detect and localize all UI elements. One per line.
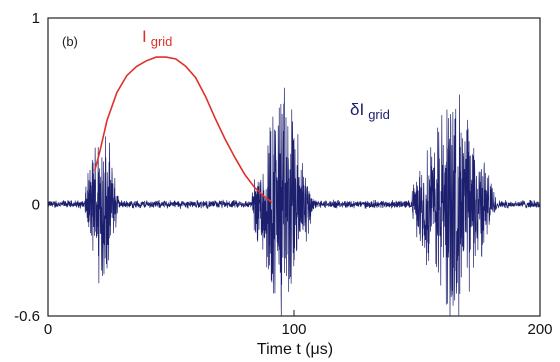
- x-axis-label: Time t (μs): [257, 341, 333, 358]
- series-label-igrid-sub: grid: [151, 34, 173, 49]
- y-tick-label: 1: [32, 10, 40, 27]
- series-line-igrid: [93, 56, 273, 204]
- x-tick-label: 0: [44, 321, 52, 338]
- series-line-delta-igrid: [47, 87, 541, 317]
- x-tick-label: 100: [281, 321, 306, 338]
- signal-trace-delta-igrid: [47, 87, 541, 317]
- series-label-igrid: I grid: [142, 27, 172, 49]
- y-tick-label: 0: [32, 196, 40, 213]
- series-label-delta-igrid-sub: grid: [368, 107, 390, 122]
- series-label-delta-igrid-main: δI: [350, 100, 364, 119]
- y-tick-label: -0.6: [14, 308, 40, 325]
- series-label-delta-igrid: δI grid: [350, 100, 390, 122]
- panel-label: (b): [62, 34, 78, 49]
- x-tick-label: 200: [527, 321, 552, 338]
- series-label-igrid-main: I: [142, 27, 147, 46]
- axis-ticks: 0 100 200-0.601: [14, 10, 552, 338]
